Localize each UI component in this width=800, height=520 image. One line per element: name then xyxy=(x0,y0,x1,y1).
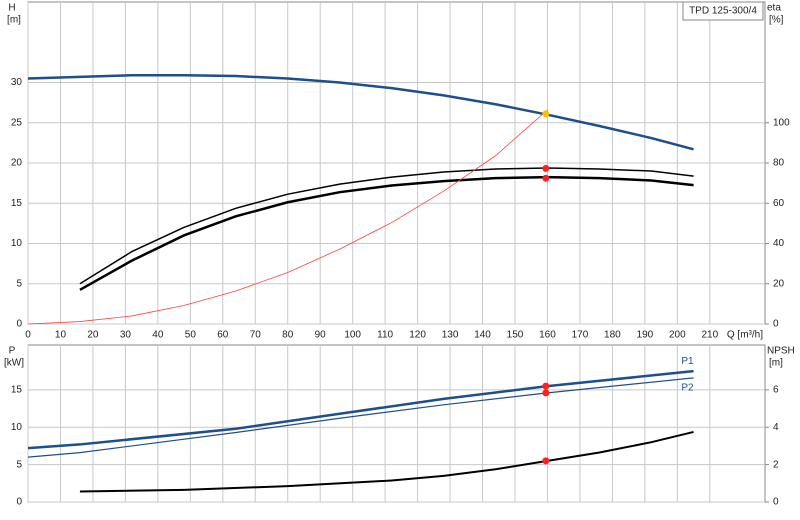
y-tick-label: 25 xyxy=(11,117,23,128)
operating-point xyxy=(542,174,550,182)
curve xyxy=(27,109,548,325)
y-tick-label: 0 xyxy=(16,497,22,508)
x-tick-label: 130 xyxy=(442,330,459,341)
y2-axis-label: NPSH xyxy=(767,346,795,357)
operating-point xyxy=(542,110,550,118)
y2-axis-unit: [%] xyxy=(769,15,784,26)
y-tick-label: 15 xyxy=(11,198,23,209)
x-tick-label: 90 xyxy=(315,330,327,341)
y2-tick-label: 0 xyxy=(773,497,779,508)
operating-point xyxy=(542,457,550,465)
x-tick-label: 80 xyxy=(282,330,294,341)
operating-point xyxy=(542,164,550,172)
y-tick-label: 15 xyxy=(11,384,23,395)
plot-area xyxy=(27,344,766,503)
curve xyxy=(79,175,694,291)
x-tick-label: 170 xyxy=(572,330,589,341)
y2-tick-label: 0 xyxy=(773,319,779,330)
curve-label: P2 xyxy=(681,383,694,394)
y2-tick-label: 60 xyxy=(773,198,785,209)
x-tick-label: 160 xyxy=(539,330,556,341)
y2-tick-label: 2 xyxy=(773,459,779,470)
x-tick-label: 40 xyxy=(152,330,164,341)
x-tick-label: 20 xyxy=(87,330,99,341)
y-tick-label: 20 xyxy=(11,158,23,169)
x-tick-label: 0 xyxy=(25,330,31,341)
x-tick-label: 110 xyxy=(377,330,393,341)
operating-point xyxy=(542,382,550,390)
y2-axis-unit: [m] xyxy=(769,358,783,369)
curve xyxy=(79,167,694,285)
y2-tick-label: 4 xyxy=(773,422,779,433)
operating-point xyxy=(542,389,550,397)
x-tick-label: 60 xyxy=(217,330,229,341)
y-axis-unit: [kW] xyxy=(4,358,24,369)
x-tick-label: 210 xyxy=(701,330,718,341)
label-box xyxy=(682,1,764,21)
x-tick-label: 50 xyxy=(185,330,197,341)
x-tick-label: 180 xyxy=(604,330,621,341)
curve xyxy=(79,430,694,493)
curve-label: P1 xyxy=(681,356,694,367)
y-axis-label: H xyxy=(8,3,15,14)
y-axis-unit: [m] xyxy=(7,15,21,26)
x-tick-label: 120 xyxy=(409,330,426,341)
y-axis-label: P xyxy=(9,346,16,357)
x-axis-label: Q [m³/h] xyxy=(727,330,763,341)
y-tick-label: 10 xyxy=(11,238,23,249)
x-tick-label: 150 xyxy=(507,330,524,341)
x-tick-label: 190 xyxy=(637,330,654,341)
x-tick-label: 70 xyxy=(250,330,262,341)
x-tick-label: 140 xyxy=(474,330,491,341)
x-tick-label: 30 xyxy=(120,330,132,341)
y-tick-label: 10 xyxy=(11,422,23,433)
x-tick-label: 10 xyxy=(55,330,67,341)
x-tick-label: 200 xyxy=(669,330,686,341)
y2-tick-label: 40 xyxy=(773,238,785,249)
label-box-text: TPD 125-300/4 xyxy=(689,6,757,17)
curve xyxy=(27,74,694,151)
y2-tick-label: 20 xyxy=(773,278,785,289)
y-tick-label: 5 xyxy=(16,278,22,289)
y-tick-label: 5 xyxy=(16,459,22,470)
y2-tick-label: 6 xyxy=(773,384,779,395)
y-tick-label: 0 xyxy=(16,319,22,330)
y2-tick-label: 80 xyxy=(773,158,785,169)
y2-tick-label: 100 xyxy=(773,117,790,128)
y2-axis-label: eta xyxy=(767,3,781,14)
y-tick-label: 30 xyxy=(11,77,23,88)
x-tick-label: 100 xyxy=(344,330,361,341)
